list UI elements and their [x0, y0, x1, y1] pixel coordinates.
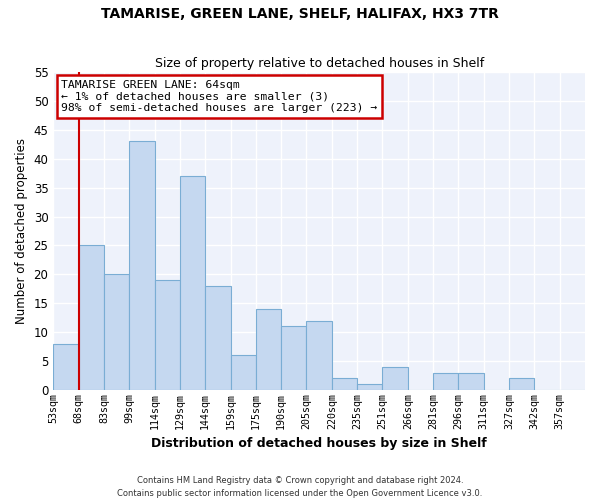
Bar: [79, 246, 104, 390]
Bar: [104, 274, 129, 390]
Bar: [307, 320, 332, 390]
Bar: [256, 309, 281, 390]
Bar: [180, 176, 205, 390]
Bar: [433, 372, 458, 390]
Y-axis label: Number of detached properties: Number of detached properties: [15, 138, 28, 324]
Bar: [129, 142, 155, 390]
Bar: [357, 384, 382, 390]
Text: TAMARISE, GREEN LANE, SHELF, HALIFAX, HX3 7TR: TAMARISE, GREEN LANE, SHELF, HALIFAX, HX…: [101, 8, 499, 22]
Bar: [458, 372, 484, 390]
Text: TAMARISE GREEN LANE: 64sqm
← 1% of detached houses are smaller (3)
98% of semi-d: TAMARISE GREEN LANE: 64sqm ← 1% of detac…: [61, 80, 377, 113]
Text: Contains HM Land Registry data © Crown copyright and database right 2024.
Contai: Contains HM Land Registry data © Crown c…: [118, 476, 482, 498]
Bar: [53, 344, 79, 390]
Bar: [230, 355, 256, 390]
Title: Size of property relative to detached houses in Shelf: Size of property relative to detached ho…: [155, 56, 484, 70]
Bar: [281, 326, 307, 390]
Bar: [205, 286, 230, 390]
Bar: [155, 280, 180, 390]
Bar: [332, 378, 357, 390]
Bar: [382, 367, 408, 390]
X-axis label: Distribution of detached houses by size in Shelf: Distribution of detached houses by size …: [151, 437, 487, 450]
Bar: [509, 378, 535, 390]
